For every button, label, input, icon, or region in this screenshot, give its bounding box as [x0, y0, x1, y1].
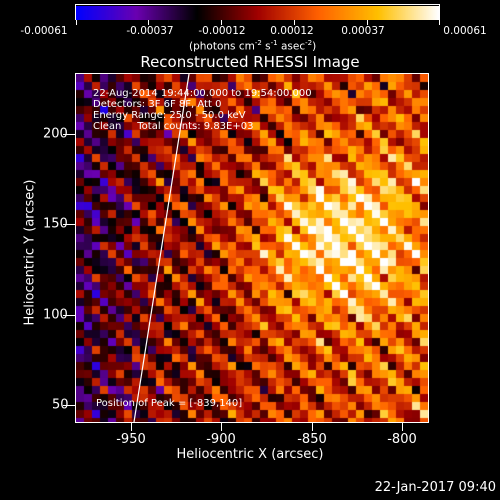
x-tick-label: -850: [297, 432, 327, 447]
solar-limb-line: [133, 74, 190, 422]
energy-range-text: Energy Range: 25.0 - 50.0 keV: [93, 110, 246, 121]
peak-position-text: Position of Peak = [-839,140]: [96, 398, 243, 409]
y-tick-label: 50: [52, 397, 69, 413]
x-tick-label: -950: [116, 432, 146, 447]
x-tick-label: -800: [387, 432, 417, 447]
colorbar-tick: [367, 20, 368, 25]
x-axis-label: Heliocentric X (arcsec): [176, 447, 324, 462]
colorbar-label: -0.00061: [20, 25, 68, 37]
detectors-text: Detectors: 3F 6F 8F, Att 0: [93, 99, 222, 110]
y-tick: [63, 315, 75, 316]
image-plot: 22-Aug-2014 19:44:00.000 to 19:54:00.000…: [75, 73, 429, 423]
x-tick: [131, 423, 132, 431]
colorbar-tick: [439, 20, 440, 25]
colorbar: [75, 4, 440, 20]
counts-text: Clean Total counts: 9.83E+03: [93, 121, 254, 132]
y-tick: [63, 134, 75, 135]
timestamp: 22-Jan-2017 09:40: [374, 480, 496, 495]
y-tick-label: 150: [43, 216, 68, 232]
y-tick: [63, 405, 75, 406]
colorbar-label: -0.00012: [198, 25, 246, 37]
colorbar-label: 0.00037: [341, 25, 385, 37]
x-tick: [221, 423, 222, 431]
y-tick: [63, 224, 75, 225]
colorbar-label: 0.00012: [270, 25, 314, 37]
x-tick-label: -900: [206, 432, 236, 447]
colorbar-tick: [76, 20, 77, 25]
y-tick-label: 100: [43, 307, 68, 323]
colorbar-units: (photons cm-2 s-1 asec-2): [189, 39, 317, 53]
colorbar-tick: [294, 20, 295, 25]
x-tick: [402, 423, 403, 431]
limb-line-layer: [133, 74, 190, 422]
colorbar-tick: [221, 20, 222, 25]
x-tick: [312, 423, 313, 431]
colorbar-label: -0.00037: [126, 25, 174, 37]
y-tick-label: 200: [43, 126, 68, 142]
colorbar-label: 0.00061: [443, 25, 487, 37]
plot-title: Reconstructed RHESSI Image: [140, 53, 360, 71]
y-axis-label: Heliocentric Y (arcsec): [22, 179, 38, 326]
colorbar-tick: [148, 20, 149, 25]
time-range-text: 22-Aug-2014 19:44:00.000 to 19:54:00.000: [93, 88, 312, 99]
